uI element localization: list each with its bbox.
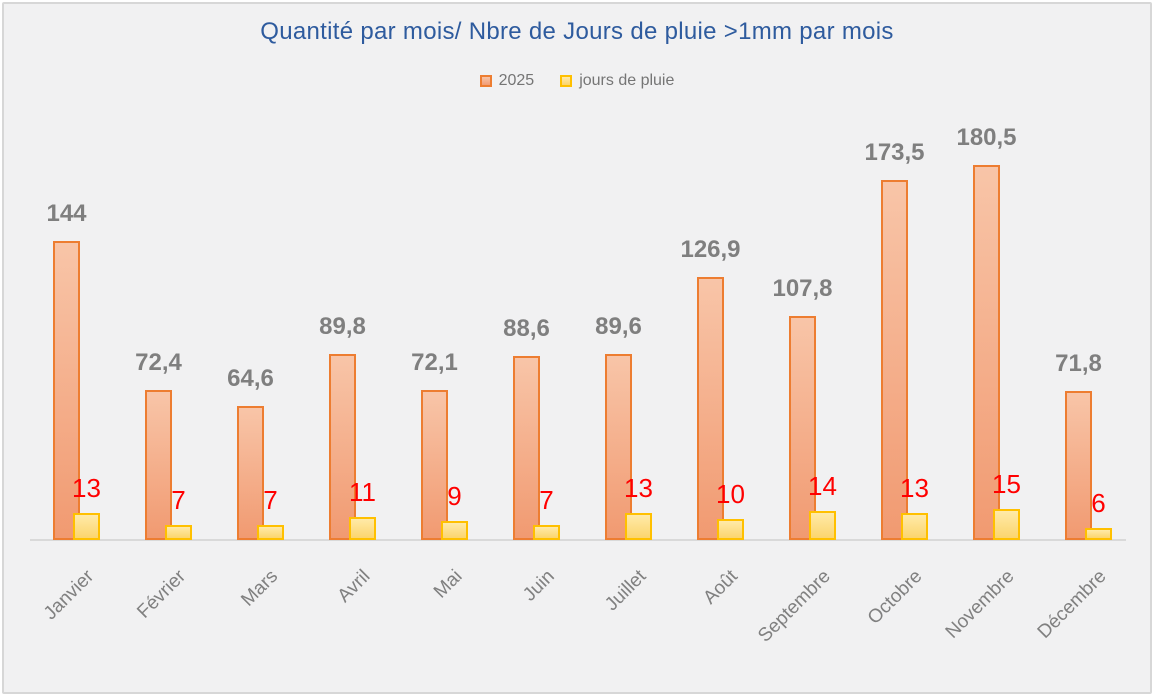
- rain-days-value-label-avril: 11: [349, 477, 376, 507]
- rain-days-value-label-fevrier: 7: [171, 485, 186, 515]
- quantity-value-label-mai: 72,1: [411, 349, 458, 376]
- bar-2025-mars[interactable]: [237, 406, 264, 540]
- rain-days-value-label-mai: 9: [447, 481, 462, 511]
- bar-2025-aout[interactable]: [697, 277, 724, 540]
- bar-2025-fevrier[interactable]: [145, 390, 172, 540]
- quantity-value-label-octobre: 173,5: [864, 139, 925, 166]
- legend-item-jours-de-pluie[interactable]: jours de pluie: [560, 72, 674, 90]
- quantity-value-label-aout: 126,9: [680, 236, 741, 263]
- bar-jours-de-pluie-janvier[interactable]: [73, 513, 100, 540]
- category-label-novembre: Novembre: [941, 566, 1019, 643]
- bar-jours-de-pluie-mars[interactable]: [257, 525, 284, 540]
- rain-days-value-label-juillet: 13: [624, 473, 653, 503]
- bar-jours-de-pluie-juin[interactable]: [533, 525, 560, 540]
- bar-2025-mai[interactable]: [421, 390, 448, 540]
- bar-2025-septembre[interactable]: [789, 316, 816, 540]
- rain-days-value-label-juin: 7: [539, 485, 554, 515]
- rain-days-value-label-septembre: 14: [808, 471, 837, 501]
- legend-label-jours-de-pluie: jours de pluie: [579, 72, 675, 89]
- bar-2025-decembre[interactable]: [1065, 391, 1092, 540]
- bar-2025-avril[interactable]: [329, 354, 356, 540]
- legend-swatch-2025-icon: [479, 75, 492, 87]
- category-label-aout: Août: [699, 566, 743, 609]
- rain-days-value-label-mars: 7: [263, 485, 278, 515]
- quantity-value-label-juillet: 89,6: [595, 313, 642, 340]
- legend-swatch-jours-de-pluie-icon: [560, 75, 573, 87]
- x-axis-line: [30, 539, 1126, 541]
- quantity-value-label-avril: 89,8: [319, 313, 366, 340]
- bar-jours-de-pluie-octobre[interactable]: [901, 513, 928, 540]
- category-label-avril: Avril: [333, 566, 375, 607]
- bar-2025-juillet[interactable]: [605, 354, 632, 540]
- quantity-value-label-mars: 64,6: [227, 365, 274, 392]
- rain-days-value-label-novembre: 15: [992, 469, 1021, 499]
- bar-jours-de-pluie-aout[interactable]: [717, 519, 744, 540]
- quantity-value-label-septembre: 107,8: [772, 275, 833, 302]
- category-label-juillet: Juillet: [601, 566, 651, 616]
- bar-jours-de-pluie-juillet[interactable]: [625, 513, 652, 540]
- quantity-value-label-decembre: 71,8: [1055, 350, 1102, 377]
- chart-title: Quantité par mois/ Nbre de Jours de plui…: [260, 18, 894, 45]
- bar-jours-de-pluie-avril[interactable]: [349, 517, 376, 540]
- rain-days-value-label-octobre: 13: [900, 473, 929, 503]
- category-label-mai: Mai: [429, 566, 467, 603]
- category-label-fevrier: Février: [133, 566, 191, 623]
- quantity-value-label-fevrier: 72,4: [135, 349, 182, 376]
- bar-jours-de-pluie-fevrier[interactable]: [165, 525, 192, 540]
- quantity-value-label-janvier: 144: [46, 200, 87, 227]
- bar-jours-de-pluie-septembre[interactable]: [809, 511, 836, 540]
- category-label-decembre: Décembre: [1033, 566, 1111, 643]
- bar-2025-octobre[interactable]: [881, 180, 908, 540]
- bar-jours-de-pluie-mai[interactable]: [441, 521, 468, 540]
- quantity-value-label-juin: 88,6: [503, 315, 550, 342]
- legend: 2025 jours de pluie: [0, 72, 1154, 90]
- bar-2025-novembre[interactable]: [973, 165, 1000, 540]
- legend-label-2025: 2025: [498, 72, 535, 89]
- bar-2025-juin[interactable]: [513, 356, 540, 540]
- rain-days-value-label-decembre: 6: [1091, 488, 1106, 518]
- bar-jours-de-pluie-novembre[interactable]: [993, 509, 1020, 540]
- category-label-juin: Juin: [518, 566, 559, 606]
- category-label-octobre: Octobre: [863, 566, 927, 629]
- bar-jours-de-pluie-decembre[interactable]: [1085, 528, 1112, 540]
- rain-days-value-label-aout: 10: [716, 479, 745, 509]
- quantity-value-label-novembre: 180,5: [956, 124, 1017, 151]
- category-label-septembre: Septembre: [753, 566, 835, 647]
- legend-item-2025[interactable]: 2025: [479, 72, 535, 90]
- bar-2025-janvier[interactable]: [53, 241, 80, 540]
- category-label-janvier: Janvier: [40, 566, 99, 625]
- category-label-mars: Mars: [237, 566, 283, 611]
- rain-days-value-label-janvier: 13: [72, 473, 101, 503]
